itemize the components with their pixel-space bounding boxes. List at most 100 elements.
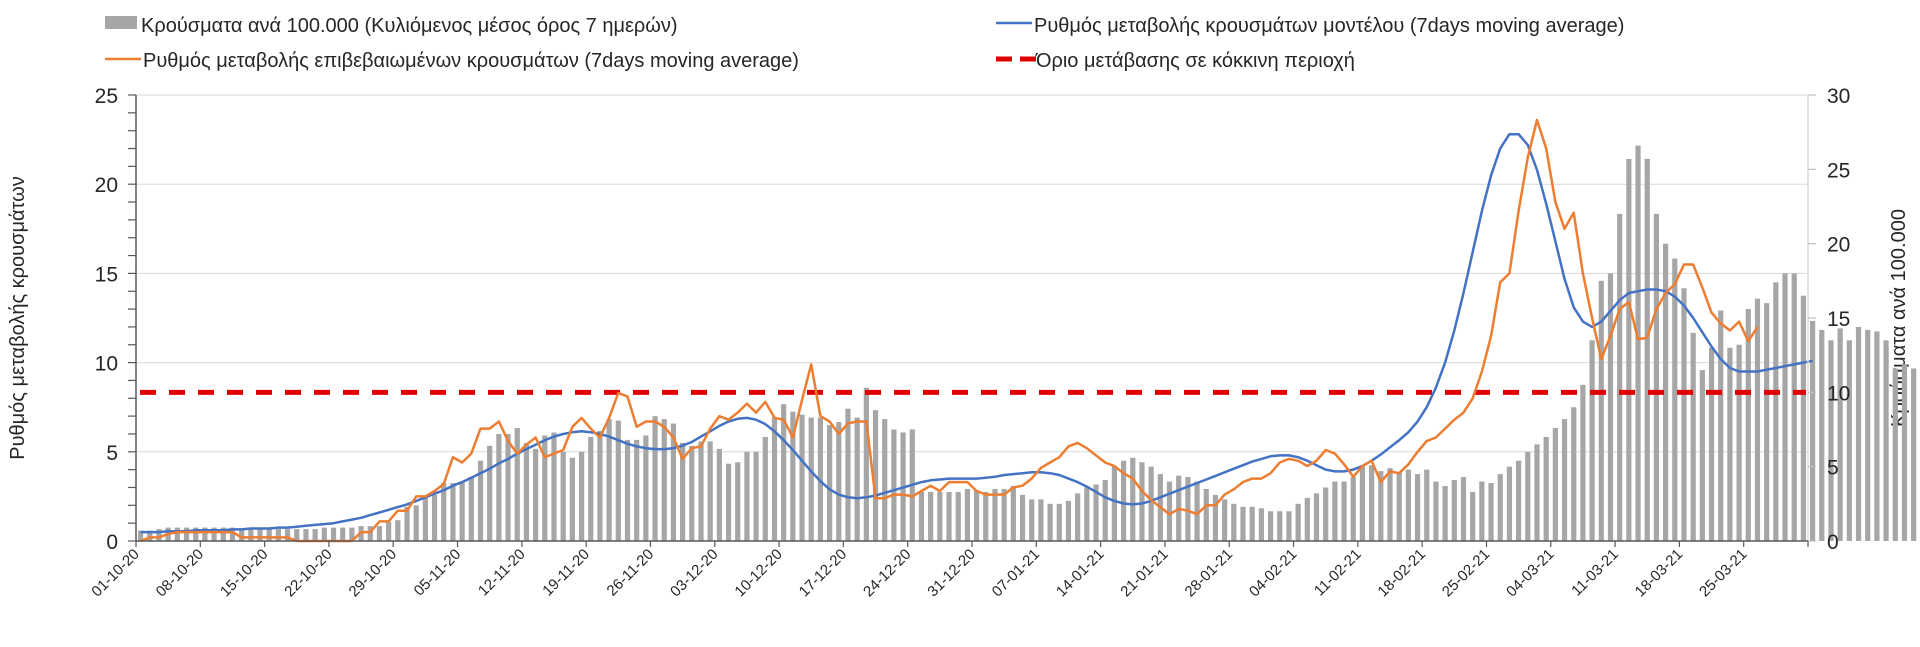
bar [817, 417, 824, 541]
bar [1102, 480, 1108, 541]
bar [937, 491, 943, 541]
bar [1139, 462, 1145, 541]
y-axis-right-tick-label: 20 [1827, 234, 1850, 257]
bar [404, 506, 410, 541]
bar [294, 529, 300, 541]
bar [1819, 329, 1825, 541]
model-rate-line [140, 132, 1813, 534]
bar [1791, 273, 1797, 541]
bar [670, 423, 677, 541]
bar [1240, 506, 1246, 541]
x-axis-tick-label: 15-10-20 [217, 546, 271, 600]
y-axis-left-tick-label: 25 [95, 85, 118, 108]
bar [707, 441, 713, 541]
bar [781, 404, 787, 541]
bar [1727, 347, 1733, 541]
bar [1442, 485, 1448, 541]
legend-label-bars: Κρούσματα ανά 100.000 (Κυλιόμενος μέσος … [141, 15, 678, 37]
bar [422, 497, 428, 541]
bar [1543, 436, 1549, 541]
bar [321, 527, 327, 541]
bar [183, 527, 190, 541]
x-axis-tick-label: 19-11-20 [539, 546, 593, 600]
bar [1626, 158, 1632, 541]
bar [1681, 288, 1687, 541]
bar [1120, 460, 1127, 541]
bar [1166, 481, 1173, 541]
bar [762, 436, 768, 541]
bar [1855, 326, 1862, 541]
bar [689, 445, 695, 541]
bar [340, 527, 346, 541]
bar [1065, 500, 1072, 541]
bar [1690, 332, 1696, 541]
legend-label-threshold: Όριο μετάβασης σε κόκκινη περιοχή [1035, 50, 1355, 72]
bar [284, 529, 291, 541]
bar [1148, 466, 1154, 541]
bar [1369, 465, 1375, 541]
bar [1497, 474, 1503, 541]
bar [1901, 364, 1908, 541]
bar [661, 419, 667, 541]
bar [174, 527, 180, 541]
bar [882, 419, 888, 541]
bar [1396, 472, 1402, 541]
bar [1047, 503, 1053, 541]
bar [1589, 340, 1595, 541]
bar [468, 477, 474, 541]
bar [1865, 329, 1871, 541]
bar [1029, 499, 1035, 541]
legend-label-model: Ρυθμός μεταβολής κρουσμάτων μοντέλου (7d… [1034, 15, 1624, 37]
bar [771, 417, 778, 541]
bar [1093, 484, 1099, 541]
bar [836, 422, 842, 541]
bar [1846, 340, 1852, 541]
bar [266, 529, 272, 541]
bar [551, 432, 557, 541]
bar [588, 436, 594, 541]
x-axis-tick-label: 18-02-21 [1375, 546, 1429, 600]
x-axis-tick-label: 22-10-20 [281, 546, 335, 600]
bar [1249, 506, 1255, 541]
bar [156, 529, 162, 541]
bar [1617, 213, 1623, 541]
x-axis-tick-label: 28-01-21 [1182, 546, 1236, 600]
bar [569, 457, 575, 541]
bar [680, 442, 686, 541]
bar [1038, 499, 1044, 541]
bar [137, 530, 144, 541]
x-axis-tick-label: 25-03-21 [1696, 546, 1750, 600]
bar [1506, 466, 1513, 541]
y-axis-right-tick-label: 10 [1827, 382, 1850, 405]
bar [1405, 469, 1411, 541]
bar [863, 387, 869, 541]
y-axis-right-tick-label: 30 [1827, 85, 1850, 108]
legend: Κρούσματα ανά 100.000 (Κυλιόμενος μέσος … [105, 15, 1624, 72]
bar [1194, 481, 1200, 541]
bar [891, 429, 897, 541]
bar [1561, 419, 1568, 541]
bar [1451, 480, 1457, 541]
bar [1571, 407, 1577, 541]
bar [330, 527, 337, 541]
bar-series [137, 145, 1917, 541]
bar [827, 425, 833, 541]
bar [1516, 460, 1522, 541]
bar [1488, 483, 1494, 541]
bar [1580, 384, 1586, 541]
bar [239, 529, 245, 541]
bar [643, 435, 649, 541]
bar [872, 410, 879, 541]
bar [1378, 471, 1384, 541]
bar [1736, 344, 1742, 541]
y-axis-right-ticks: 0 5 10 15 20 25 30 [1827, 85, 1850, 554]
bar [1001, 488, 1007, 541]
bar [1341, 481, 1347, 541]
bar [229, 527, 236, 541]
x-axis-tick-label: 10-12-20 [731, 546, 785, 600]
y-axis-right-tick-label: 0 [1827, 531, 1839, 554]
bar [431, 494, 438, 541]
x-axis-tick-label: 11-03-21 [1568, 546, 1622, 600]
bar [1479, 481, 1485, 541]
